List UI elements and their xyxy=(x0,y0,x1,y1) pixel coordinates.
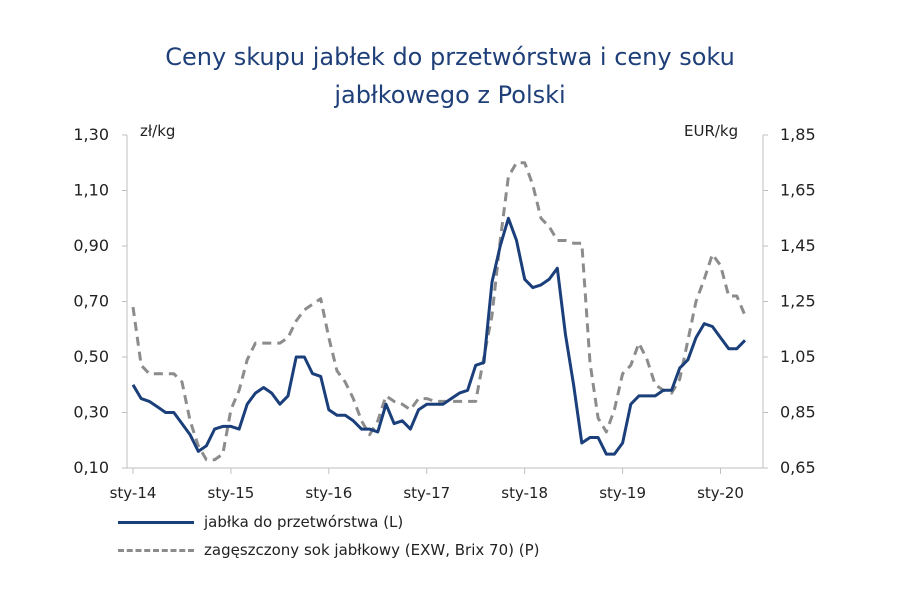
right-axis-unit: EUR/kg xyxy=(684,122,739,140)
right-tick-label: 0,65 xyxy=(780,458,816,477)
right-tick-label: 1,05 xyxy=(780,347,816,366)
left-tick-label: 0,10 xyxy=(73,458,109,477)
x-tick-label: sty-20 xyxy=(697,484,744,502)
legend-swatch-dashed xyxy=(118,548,194,552)
x-tick-label: sty-15 xyxy=(208,484,255,502)
chart-title-line-1: Ceny skupu jabłek do przetwórstwa i ceny… xyxy=(165,43,735,71)
left-tick-label: 0,90 xyxy=(73,236,109,255)
right-tick-label: 0,85 xyxy=(780,403,816,422)
left-tick-label: 0,30 xyxy=(73,403,109,422)
right-tick-label: 1,65 xyxy=(780,181,816,200)
legend-swatch-solid xyxy=(118,520,194,524)
left-axis-unit: zł/kg xyxy=(140,122,176,140)
series-line-juice xyxy=(131,161,747,462)
left-tick-label: 0,50 xyxy=(73,347,109,366)
chart-title-line-2: jabłkowego z Polski xyxy=(334,81,566,109)
x-tick-label: sty-19 xyxy=(599,484,646,502)
legend-label-juice: zagęszczony sok jabłkowy (EXW, Brix 70) … xyxy=(204,541,540,559)
legend-item-apples: jabłka do przetwórstwa (L) xyxy=(118,511,403,533)
legend-label-apples: jabłka do przetwórstwa (L) xyxy=(204,513,404,531)
x-tick-label: sty-17 xyxy=(403,484,450,502)
x-tick-label: sty-18 xyxy=(501,484,548,502)
right-tick-label: 1,85 xyxy=(780,125,816,144)
x-tick-label: sty-14 xyxy=(110,484,157,502)
legend-item-juice: zagęszczony sok jabłkowy (EXW, Brix 70) … xyxy=(118,539,540,561)
left-tick-label: 0,70 xyxy=(73,292,109,311)
series-line-apples xyxy=(131,216,747,456)
right-tick-label: 1,45 xyxy=(780,236,816,255)
x-tick-label: sty-16 xyxy=(305,484,352,502)
left-tick-label: 1,30 xyxy=(73,125,109,144)
right-tick-label: 1,25 xyxy=(780,292,816,311)
left-tick-label: 1,10 xyxy=(73,181,109,200)
